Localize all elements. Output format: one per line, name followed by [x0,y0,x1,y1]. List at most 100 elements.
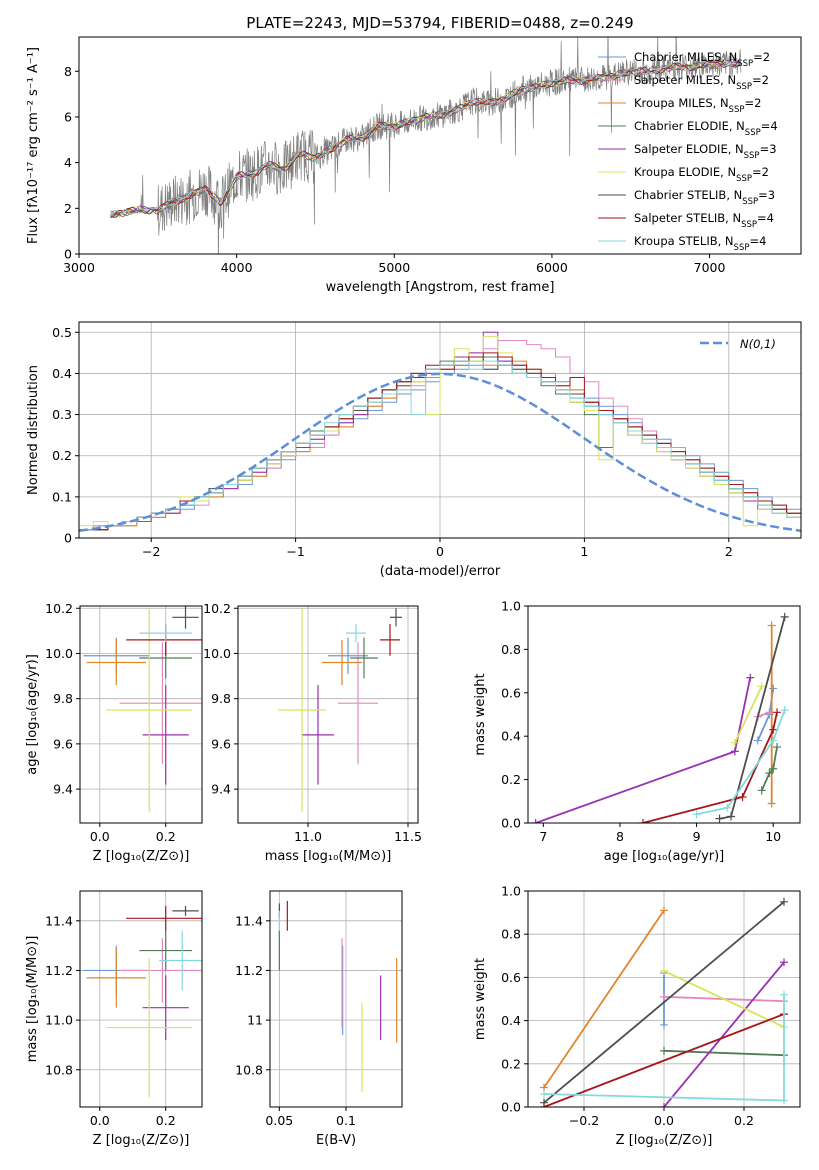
errorbar-point [119,642,202,765]
legend-entry: Kroupa ELODIE, NSSP=2 [634,165,769,184]
y-tick-label: 10.2 [203,601,231,616]
x-tick-label: 4000 [221,260,253,275]
x-axis-label: Z [log₁₀(Z/Z⊙)] [93,849,190,864]
y-tick-label: 8 [64,64,72,79]
errorbar-point [172,905,199,916]
weight-line [663,961,785,1107]
legend-entry: Salpeter ELODIE, NSSP=3 [634,142,777,161]
y-tick-label: 1.0 [501,599,521,614]
plus-marker [769,725,778,734]
plus-marker [769,736,778,745]
plus-marker [730,747,739,756]
errorbar-point [346,624,366,643]
y-axis-label: Flux [fλ10⁻¹⁷ erg cm⁻² s⁻¹ A⁻¹] [26,47,41,244]
y-tick-label: 6 [64,109,72,124]
y-tick-label: 9.4 [211,782,231,797]
panel-weight-vs-age: 7 8 9 10 0.0 0.2 0.4 0.6 0.8 1.0 age [log₁₀(age/yr… [473,599,801,864]
y-tick-label: 0.2 [52,448,72,463]
errorbar-point [172,606,199,629]
y-tick-label: 9.4 [53,782,73,797]
x-tick-label: 0.0 [90,1113,110,1128]
figure-title: PLATE=2243, MJD=53794, FIBERID=0488, z=0… [246,14,633,32]
x-tick-label: 11.0 [294,829,322,844]
plus-marker [660,1020,668,1029]
legend-tail: =2 [753,50,770,64]
plus-marker [660,906,668,915]
y-tick-label: 11.4 [45,913,73,928]
x-tick-label: 3000 [63,260,95,275]
plus-marker [765,769,774,778]
x-axis-label: wavelength [Angstrom, rest frame] [326,280,555,295]
plus-marker [780,612,789,621]
plot-area [238,606,418,823]
y-tick-label: 0.2 [501,772,521,787]
y-tick-label: 10.8 [235,1062,263,1077]
errorbar-point [338,642,378,765]
legend-tail: =2 [744,96,761,110]
hist-series [79,335,801,527]
x-tick-label: 6000 [536,260,568,275]
errorbar-point [86,639,146,686]
plus-marker [660,992,668,1001]
model-line [110,59,741,217]
plus-marker [780,990,788,999]
weight-line [734,685,763,744]
plus-marker [692,810,701,819]
plus-marker [757,786,766,795]
legend-tail: =3 [758,188,775,202]
axes-frame [79,605,203,824]
errorbar-point [139,930,193,971]
plot-area [80,606,202,823]
axes-frame [78,36,802,255]
legend-tail: =3 [760,142,777,156]
legend-sub: SSP [745,128,761,138]
errorbar-point [142,685,189,785]
errorbar-point [390,608,402,627]
x-tick-label: −2 [142,544,160,559]
y-tick-label: 4 [64,155,72,170]
plus-marker [753,736,762,745]
weight-line [760,746,778,791]
legend: N(0,1) [700,337,776,351]
legend-sub: SSP [729,105,745,115]
y-axis-label: mass weight [473,673,488,755]
weight-line [543,909,665,1089]
axes-frame [79,890,203,1108]
legend-entry: Chabrier STELIB, NSSP=3 [634,188,775,207]
y-tick-label: 0.0 [501,816,521,831]
plot-area [110,37,742,254]
x-tick-label: 7 [539,829,547,844]
x-axis-label: (data-model)/error [380,564,501,579]
weight-line [543,1013,785,1107]
legend-tail: =4 [757,211,774,225]
legend-tail: =4 [761,119,778,133]
y-tick-label: 9.6 [211,736,231,751]
y-tick-label: 0.8 [501,927,521,942]
plus-marker [531,819,540,823]
plot-area [528,891,800,1107]
axes-frame [269,890,403,1108]
plus-marker [540,1090,548,1099]
x-tick-label: 7000 [694,260,726,275]
plot-area [79,322,801,538]
legend-label: Chabrier MILES, N [634,50,737,64]
plot-area [270,891,402,1107]
y-tick-label: 11 [247,1013,263,1028]
plus-marker [757,682,766,691]
plot-area [80,891,202,1107]
panel-mass-vs-EBV: 0.05 0.1 10.8 11 11.2 11.4 E(B-V) [235,890,403,1148]
y-tick-label: 10.0 [203,646,231,661]
axes-frame [527,605,801,824]
x-tick-label: 9 [693,829,701,844]
legend-label: Kroupa STELIB, N [634,234,734,248]
plus-marker [730,738,739,747]
y-tick-label: 0.5 [52,325,72,340]
y-tick-label: 10.0 [45,646,73,661]
y-tick-label: 9.8 [53,691,73,706]
legend-label: Salpeter STELIB, N [634,211,741,225]
errorbar-point [328,637,368,674]
y-tick-label: 0.0 [501,1100,521,1115]
